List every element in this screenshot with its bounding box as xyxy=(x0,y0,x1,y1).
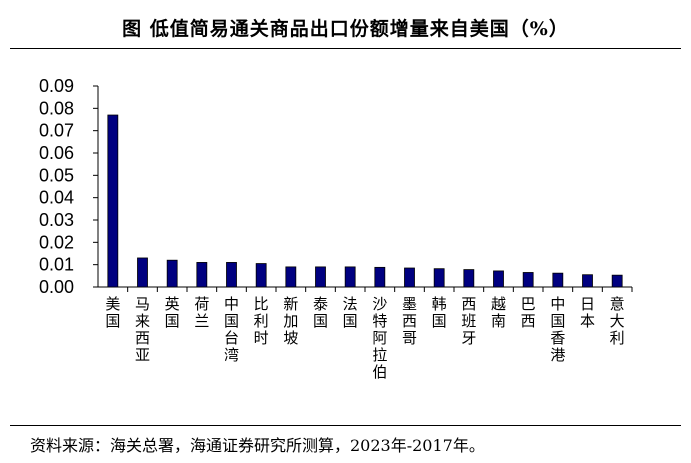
bar xyxy=(255,263,267,288)
bar xyxy=(463,269,475,288)
bar xyxy=(285,266,297,288)
category-label: 巴西 xyxy=(521,295,536,330)
y-tick-label: 0.07 xyxy=(39,121,74,141)
bar xyxy=(137,257,148,288)
chart-title: 图 低值简易通关商品出口份额增量来自美国（%） xyxy=(122,18,569,40)
bar xyxy=(433,268,445,288)
bar xyxy=(315,266,326,288)
y-tick-label: 0.05 xyxy=(39,165,74,185)
bar xyxy=(522,272,534,288)
bar xyxy=(226,262,237,288)
category-label: 西班牙 xyxy=(461,295,476,347)
bar xyxy=(107,114,119,288)
bar xyxy=(166,259,178,288)
category-label: 意大利 xyxy=(610,295,625,347)
bottom-rule xyxy=(10,425,681,426)
category-label: 新加坡 xyxy=(283,295,298,347)
category-label: 比利时 xyxy=(254,295,269,347)
top-rule xyxy=(10,48,681,49)
y-tick-label: 0.09 xyxy=(39,76,74,96)
category-label: 中国台湾 xyxy=(224,295,239,364)
y-tick-label: 0.04 xyxy=(39,188,74,208)
bar xyxy=(344,266,356,288)
category-label: 英国 xyxy=(165,295,180,330)
category-label: 泰国 xyxy=(313,295,328,330)
category-label: 中国香港 xyxy=(550,295,565,364)
y-tick-label: 0.01 xyxy=(39,255,74,275)
y-tick-label: 0.08 xyxy=(39,98,74,118)
bar xyxy=(552,272,564,288)
y-tick-label: 0.02 xyxy=(39,232,74,252)
category-label: 越南 xyxy=(491,295,506,330)
category-label: 墨西哥 xyxy=(402,295,417,347)
bar xyxy=(374,266,386,288)
source-note: 资料来源：海关总署，海通证券研究所测算，2023年-2017年。 xyxy=(30,436,485,455)
bar xyxy=(582,274,593,288)
bar xyxy=(404,267,415,288)
category-label: 法国 xyxy=(343,295,358,330)
category-label: 沙特阿拉伯 xyxy=(372,295,387,381)
bar xyxy=(196,262,208,288)
bar xyxy=(611,274,623,288)
category-label: 韩国 xyxy=(432,295,447,330)
bar xyxy=(493,270,504,288)
y-tick-label: 0.06 xyxy=(39,143,74,163)
category-label: 荷兰 xyxy=(194,295,209,330)
y-tick-label: 0.03 xyxy=(39,210,74,230)
category-label: 马来西亚 xyxy=(135,295,150,364)
y-tick-label: 0.00 xyxy=(39,277,74,297)
category-label: 美国 xyxy=(105,295,120,330)
category-label: 日本 xyxy=(580,295,595,330)
